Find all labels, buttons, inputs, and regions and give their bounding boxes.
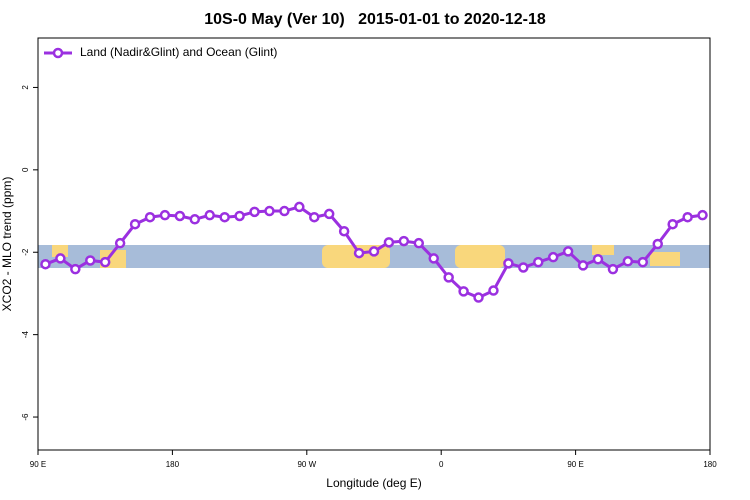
x-tick-label: 90 W [297,460,316,469]
x-tick-label: 180 [166,460,180,469]
data-point [70,263,81,275]
land-patch [455,245,505,268]
data-point [652,238,663,250]
data-point [219,211,230,223]
data-point [488,285,499,296]
data-point [144,211,156,223]
data-point [592,253,604,265]
data-point [204,209,215,221]
legend-label: Land (Nadir&Glint) and Ocean (Glint) [80,45,277,59]
data-point [159,209,171,221]
land-patch [592,245,614,255]
data-point [249,206,260,218]
y-tick-label: -2 [21,248,30,256]
legend-marker [52,47,64,59]
x-axis-label: Longitude (deg E) [326,476,421,490]
data-point [264,205,275,217]
data-point [562,246,574,257]
x-tick-label: 90 E [567,460,583,469]
data-point [383,237,395,248]
plot-frame [37,37,711,451]
data-point [428,253,439,264]
x-tick-label: 180 [703,460,717,469]
data-point [607,263,619,275]
data-point [577,260,589,271]
data-point [533,256,544,268]
land-patch [650,252,680,266]
data-point [99,256,111,268]
data-point [85,255,96,266]
data-point [547,251,559,263]
data-point [697,209,708,221]
data-point [55,253,66,264]
y-tick-label: -4 [21,331,30,339]
data-point [129,218,141,230]
chart-title: 10S-0 May (Ver 10) 2015-01-01 to 2020-12… [204,11,546,28]
data-point [114,237,126,249]
data-point [518,262,529,273]
data-point [338,225,350,237]
data-point [368,246,380,257]
data-point [622,256,634,267]
data-point [189,214,201,225]
data-point [279,205,290,217]
data-point [353,247,365,259]
data-point [682,211,693,223]
y-tick-label: -6 [21,413,30,421]
data-point [323,208,335,220]
data-point [294,201,305,213]
x-tick-label: 90 E [30,460,46,469]
data-point [40,258,51,270]
data-point [234,210,245,222]
x-tick-label: 0 [439,460,444,469]
data-point [473,292,484,303]
data-point [443,272,454,283]
data-point [398,235,410,247]
data-point [667,218,678,230]
land-patch [52,245,68,257]
data-point [174,210,186,222]
y-axis-label: XCO2 - MLO trend (ppm) [0,177,14,312]
y-tick-label: 0 [21,167,30,172]
data-point [309,211,320,223]
data-point [413,237,425,249]
data-point [637,256,649,268]
data-point [458,286,469,297]
data-point [503,258,514,269]
y-tick-label: 2 [21,85,30,90]
